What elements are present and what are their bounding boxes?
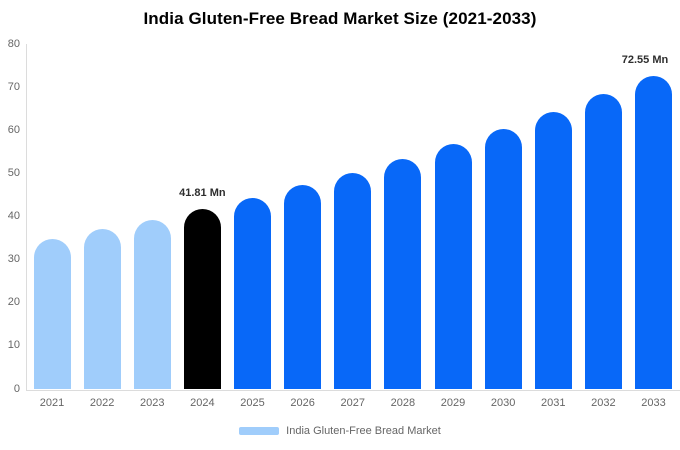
x-axis-label: 2027 <box>340 397 365 409</box>
y-axis-label: 0 <box>13 382 20 395</box>
bar-2032 <box>584 94 622 389</box>
bar-2028 <box>384 158 422 389</box>
y-axis-label: 50 <box>7 166 20 179</box>
bar-2023 <box>133 219 171 389</box>
legend-swatch <box>239 427 280 435</box>
x-axis-label: 2033 <box>641 397 666 409</box>
bar-2029 <box>434 144 472 389</box>
y-axis-label: 80 <box>7 37 20 50</box>
y-axis-label: 10 <box>7 339 20 352</box>
y-axis-label: 40 <box>7 210 20 222</box>
bar-2031 <box>534 112 572 389</box>
bar-2021 <box>33 238 71 389</box>
bar-2033 <box>635 76 673 389</box>
x-axis-label: 2025 <box>240 397 265 409</box>
bar-2022 <box>83 229 121 389</box>
x-axis-label: 2030 <box>490 397 516 409</box>
legend-label: India Gluten-Free Bread Market <box>286 425 441 437</box>
x-axis-label: 2029 <box>440 397 466 409</box>
bar-2030 <box>484 128 522 389</box>
y-axis-label: 30 <box>7 253 20 266</box>
bar-2027 <box>334 172 372 389</box>
bar-2026 <box>284 185 322 389</box>
y-axis-line <box>26 44 27 390</box>
y-axis-label: 20 <box>7 296 20 309</box>
x-axis-label: 2023 <box>140 397 165 409</box>
value-label-2024: 41.81 Mn <box>179 186 226 199</box>
x-axis-label: 2032 <box>591 397 616 409</box>
chart-title: India Gluten-Free Bread Market Size (202… <box>143 9 537 28</box>
x-axis-label: 2031 <box>541 397 566 409</box>
y-axis-label: 70 <box>7 80 20 93</box>
x-axis-label: 2022 <box>89 397 115 409</box>
x-axis-label: 2021 <box>39 397 65 409</box>
x-axis-line <box>26 390 680 391</box>
x-axis-label: 2024 <box>190 397 215 409</box>
legend: India Gluten-Free Bread Market <box>0 423 680 439</box>
x-axis-label: 2028 <box>390 397 416 409</box>
x-axis-label: 2026 <box>290 397 315 409</box>
bar-2024 <box>183 208 221 389</box>
y-axis-label: 60 <box>7 123 20 136</box>
value-label-2033: 72.55 Mn <box>621 54 669 67</box>
bar-2025 <box>234 197 272 389</box>
